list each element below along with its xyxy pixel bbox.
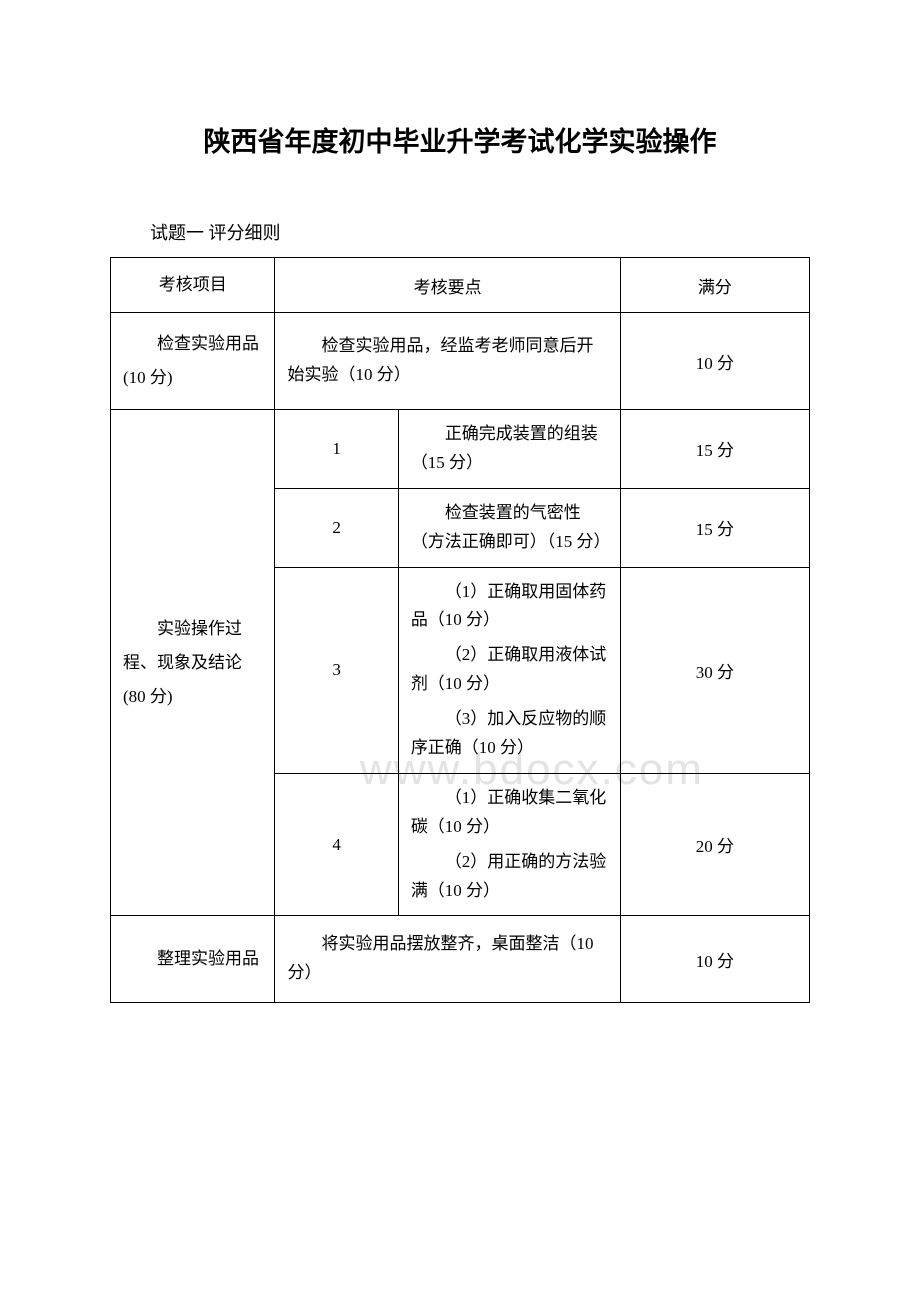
item-desc: （1）正确取用固体药品（10 分） （2）正确取用液体试剂（10 分） （3）加… xyxy=(398,567,620,773)
section1-category: 检查实验用品 (10 分) xyxy=(111,313,275,410)
item-score: 20 分 xyxy=(620,773,809,916)
header-col2: 考核要点 xyxy=(275,258,620,313)
table-row: 检查实验用品 (10 分) 检查实验用品，经监考老师同意后开始实验（10 分） … xyxy=(111,313,810,410)
category-score-text: (10 分) xyxy=(123,368,173,387)
item-num: 2 xyxy=(275,488,398,567)
item-desc: 正确完成装置的组装（15 分） xyxy=(398,410,620,489)
section1-score: 10 分 xyxy=(620,313,809,410)
desc-para: （2）正确取用液体试剂（10 分） xyxy=(411,641,608,699)
category-score-text: (80 分) xyxy=(123,687,173,706)
item-num: 4 xyxy=(275,773,398,916)
item-desc: 检查装置的气密性（方法正确即可）（15 分） xyxy=(398,488,620,567)
item-score: 15 分 xyxy=(620,488,809,567)
item-score: 15 分 xyxy=(620,410,809,489)
desc-para: （1）正确收集二氧化碳（10 分） xyxy=(411,784,608,842)
table-row: 整理实验用品 将实验用品摆放整齐，桌面整洁（10 分） 10 分 xyxy=(111,916,810,1003)
table-header-row: 考核项目 考核要点 满分 xyxy=(111,258,810,313)
document-content: www.bdocx.com 陕西省年度初中毕业升学考试化学实验操作 试题一 评分… xyxy=(110,120,810,1003)
item-score: 30 分 xyxy=(620,567,809,773)
header-col4: 满分 xyxy=(620,258,809,313)
item-desc: （1）正确收集二氧化碳（10 分） （2）用正确的方法验满（10 分） xyxy=(398,773,620,916)
table-row: 实验操作过程、现象及结论 (80 分) 1 正确完成装置的组装（15 分） 15… xyxy=(111,410,810,489)
section1-desc: 检查实验用品，经监考老师同意后开始实验（10 分） xyxy=(275,313,620,410)
scoring-table: 考核项目 考核要点 满分 检查实验用品 (10 分) 检查实验用品，经监考老师同… xyxy=(110,257,810,1003)
desc-para: （3）加入反应物的顺序正确（10 分） xyxy=(411,705,608,763)
document-title: 陕西省年度初中毕业升学考试化学实验操作 xyxy=(110,120,810,159)
section3-score: 10 分 xyxy=(620,916,809,1003)
desc-para: （2）用正确的方法验满（10 分） xyxy=(411,848,608,906)
desc-para: （1）正确取用固体药品（10 分） xyxy=(411,578,608,636)
section3-category: 整理实验用品 xyxy=(111,916,275,1003)
header-col1: 考核项目 xyxy=(111,258,275,313)
category-text: 检查实验用品 xyxy=(157,334,259,353)
section3-desc: 将实验用品摆放整齐，桌面整洁（10 分） xyxy=(275,916,620,1003)
section2-category: 实验操作过程、现象及结论 (80 分) xyxy=(111,410,275,916)
item-num: 1 xyxy=(275,410,398,489)
item-num: 3 xyxy=(275,567,398,773)
document-subtitle: 试题一 评分细则 xyxy=(150,219,810,245)
category-text: 实验操作过程、现象及结论 xyxy=(123,619,242,672)
